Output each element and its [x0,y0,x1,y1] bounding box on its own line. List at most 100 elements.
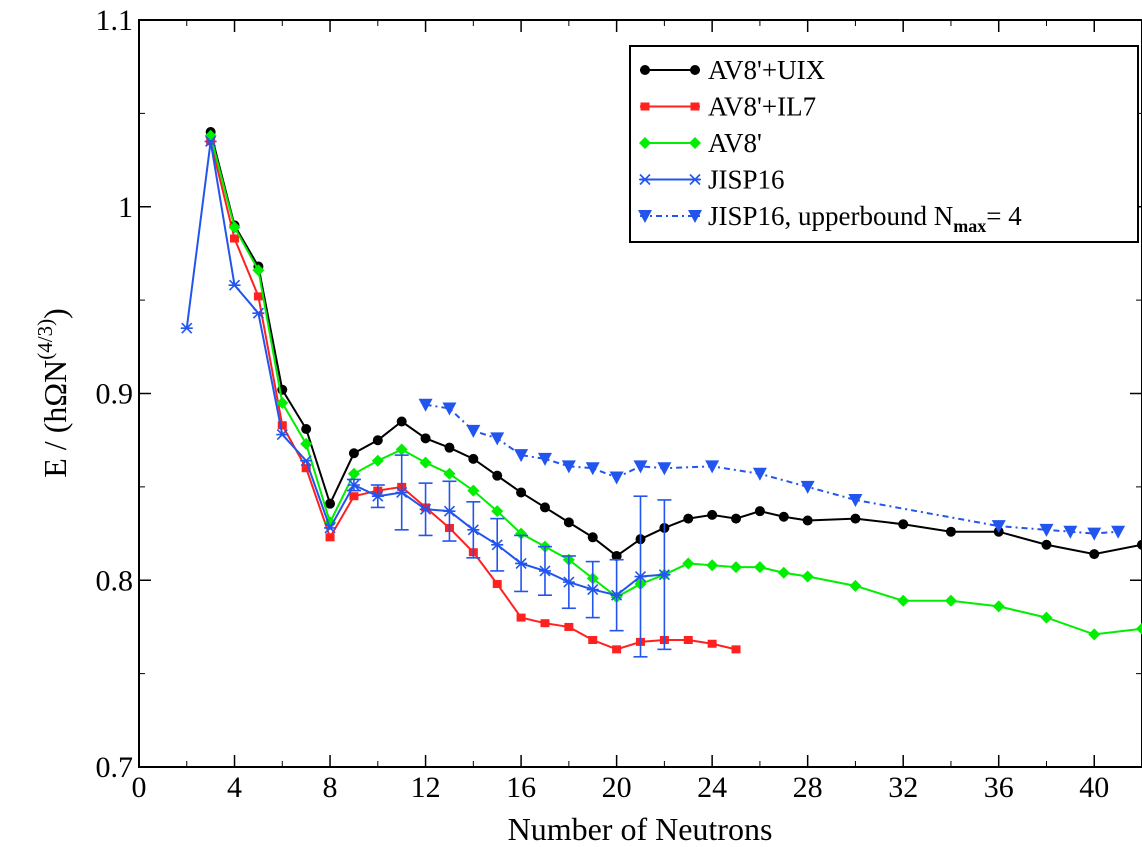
legend-label: JISP16, upperbound Nmax= 4 [708,201,1022,236]
legend-marker [640,65,650,75]
data-point [253,292,263,301]
data-point [372,435,383,446]
data-point [491,505,504,518]
data-point [538,565,551,577]
legend-label-main: AV8'+UIX [708,55,826,85]
y-tick-label: 1.1 [96,4,134,37]
data-point [491,539,504,551]
legend-label: AV8'+IL7 [708,92,816,122]
data-point [468,453,479,464]
data-point [396,416,407,427]
legend-label-main: AV8'+IL7 [708,92,816,122]
data-point [1041,539,1052,550]
data-point [1087,527,1102,541]
legend-box [629,45,1139,243]
data-point [1136,622,1142,635]
legend-item-1: AV8'+IL7 [640,92,816,122]
data-point [564,622,574,631]
data-point [442,402,457,416]
legend-marker [639,137,651,149]
data-point [706,559,719,572]
data-point [418,398,433,412]
data-point [516,613,526,622]
data-point [371,490,384,502]
data-point [348,448,359,459]
data-point [539,502,550,513]
legend-label-main: JISP16 [708,165,785,195]
x-tick-label: 4 [227,771,242,804]
data-point [466,424,481,438]
data-point [1040,611,1053,624]
data-point [752,467,767,481]
data-point [228,279,241,291]
y-tick-label: 0.7 [96,751,134,784]
data-point [753,561,766,574]
data-point [516,487,527,498]
data-point [682,557,695,570]
data-point [1111,525,1126,539]
legend-marker [690,102,700,111]
data-point [1063,525,1078,539]
legend-label-main: AV8' [708,128,762,158]
data-point [707,509,718,520]
data-point [540,619,550,628]
series-layer [180,127,1142,658]
data-point [228,221,241,234]
data-point [467,484,480,497]
data-point [585,462,600,476]
x-tick-label: 16 [506,771,536,804]
data-point [444,442,455,453]
data-point [587,532,598,543]
data-point [467,524,480,536]
data-point [515,557,528,570]
data-point [658,569,671,581]
data-point [443,505,456,517]
data-point [898,519,909,530]
data-point [944,594,957,607]
legend-label-main: JISP16, upperbound N [708,201,953,231]
data-point [777,566,790,579]
data-point [800,480,815,494]
legend-label: AV8' [708,128,762,158]
data-point [395,486,408,499]
data-point [730,561,743,574]
x-tick-label: 20 [602,771,632,804]
data-point [325,498,336,509]
data-point [277,421,287,430]
data-point [347,479,360,491]
data-point [1088,628,1101,641]
data-point [683,513,694,524]
legend-marker [690,65,700,75]
data-point [1039,523,1054,537]
data-point [945,526,956,537]
data-point [515,527,528,540]
data-point [707,639,717,648]
data-point [633,460,648,474]
legend-item-0: AV8'+UIX [640,55,826,85]
data-point [991,520,1006,534]
legend-marker [689,137,701,149]
data-point [1137,539,1142,550]
y-tick-label: 0.9 [96,378,134,411]
x-tick-label: 8 [323,771,338,804]
data-point [300,437,313,450]
legend-label-subscript: max [953,216,986,236]
legend-label-suffix: = 4 [986,201,1022,231]
data-point [610,589,623,601]
x-tick-label: 36 [984,771,1014,804]
data-point [897,594,910,607]
data-point [252,307,265,319]
data-point [731,645,741,654]
legend-label: AV8'+UIX [708,55,826,85]
data-point [276,429,289,441]
data-point [705,460,720,474]
x-axis-title: Number of Neutrons [508,811,773,847]
series-3 [180,135,672,658]
data-point [586,584,599,596]
data-point [563,517,574,528]
legend-marker [638,210,652,223]
y-axis-title-superscript: (4/3) [33,319,57,360]
data-point [419,503,432,515]
series-0 [205,127,1142,561]
